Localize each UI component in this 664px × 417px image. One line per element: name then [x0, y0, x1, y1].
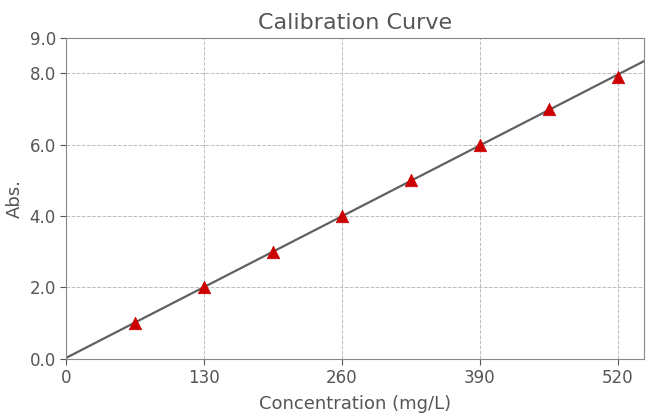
X-axis label: Concentration (mg/L): Concentration (mg/L): [259, 395, 452, 413]
Point: [199, 284, 210, 291]
Point: [475, 141, 485, 148]
Point: [130, 319, 141, 326]
Point: [406, 177, 416, 183]
Point: [268, 248, 278, 255]
Title: Calibration Curve: Calibration Curve: [258, 13, 452, 33]
Point: [337, 213, 347, 219]
Y-axis label: Abs.: Abs.: [6, 178, 24, 218]
Point: [543, 106, 554, 112]
Point: [612, 73, 623, 80]
